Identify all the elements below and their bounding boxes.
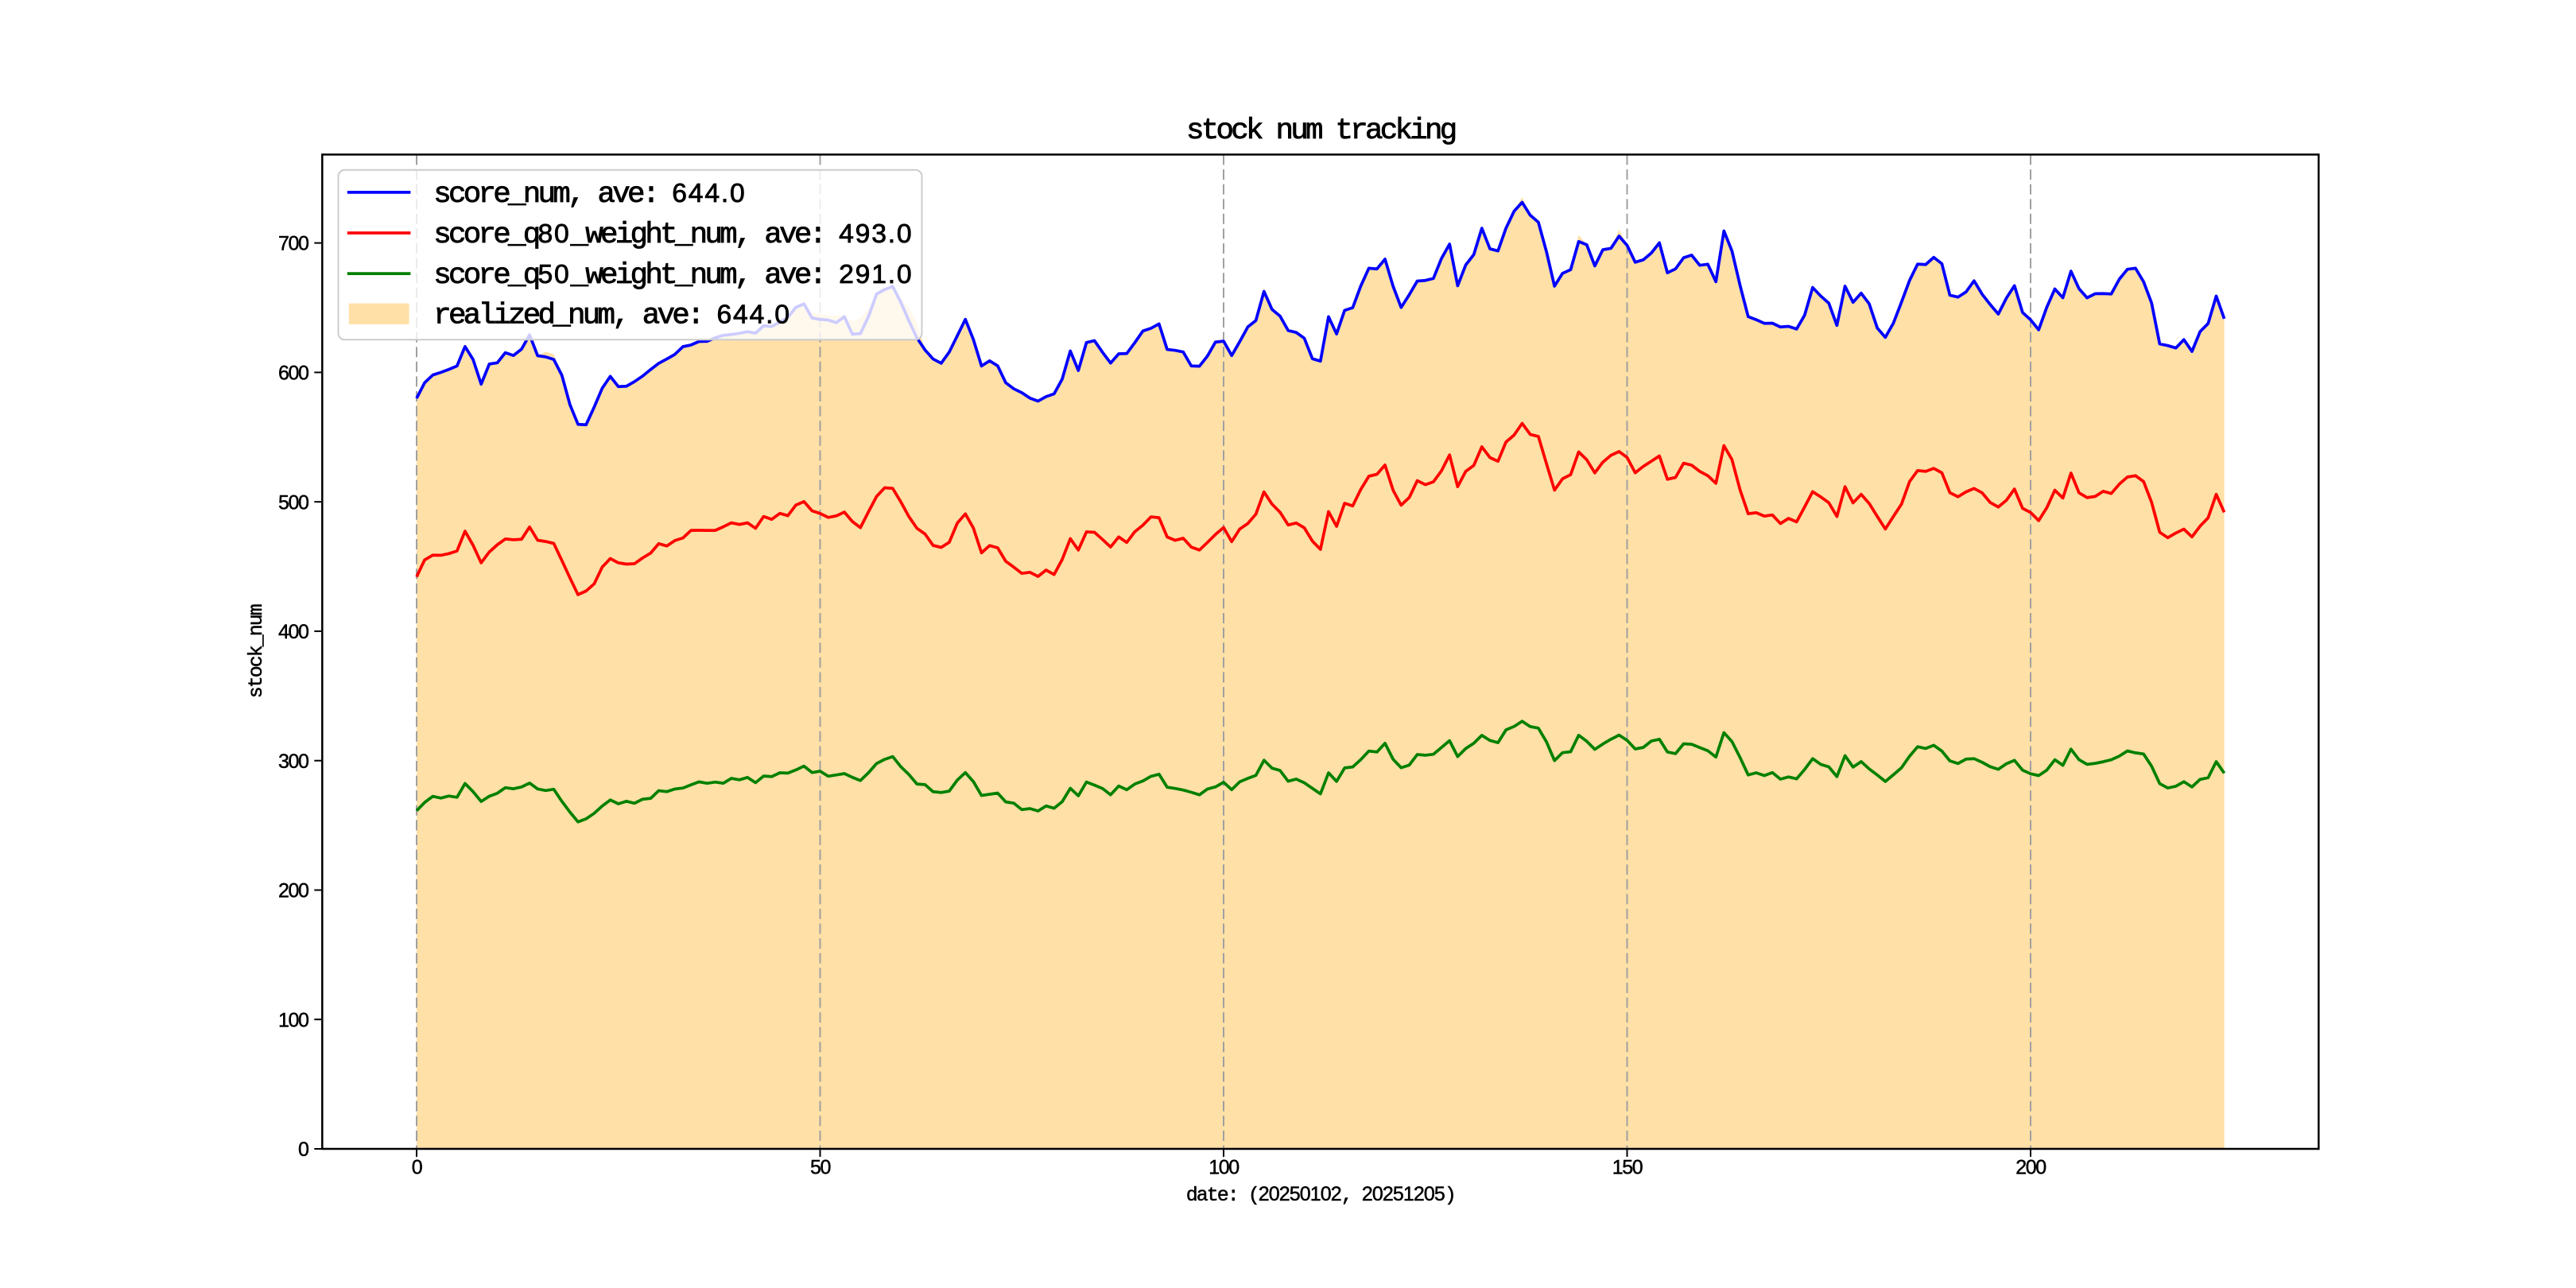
svg-text:0: 0: [412, 1157, 422, 1179]
svg-text:realized_num, ave: 644.0: realized_num, ave: 644.0: [433, 300, 791, 333]
svg-text:stock_num: stock_num: [245, 604, 268, 698]
svg-text:400: 400: [278, 621, 308, 643]
svg-text:stock num tracking: stock num tracking: [1186, 114, 1456, 148]
svg-text:score_num, ave: 644.0: score_num, ave: 644.0: [433, 178, 746, 211]
svg-text:700: 700: [278, 233, 308, 255]
svg-text:100: 100: [1208, 1157, 1239, 1179]
svg-text:200: 200: [2015, 1157, 2046, 1179]
svg-text:500: 500: [278, 491, 308, 514]
svg-text:300: 300: [278, 751, 308, 773]
svg-text:200: 200: [278, 880, 308, 902]
svg-text:600: 600: [278, 363, 308, 385]
svg-text:150: 150: [1612, 1157, 1643, 1179]
svg-text:date: (20250102, 20251205): date: (20250102, 20251205): [1186, 1183, 1455, 1207]
svg-text:0: 0: [298, 1139, 308, 1161]
svg-text:50: 50: [810, 1157, 831, 1179]
svg-text:score_q80_weight_num, ave: 493: score_q80_weight_num, ave: 493.0: [433, 219, 913, 252]
svg-text:score_q50_weight_num, ave: 291: score_q50_weight_num, ave: 291.0: [433, 259, 913, 293]
svg-text:100: 100: [278, 1009, 308, 1031]
